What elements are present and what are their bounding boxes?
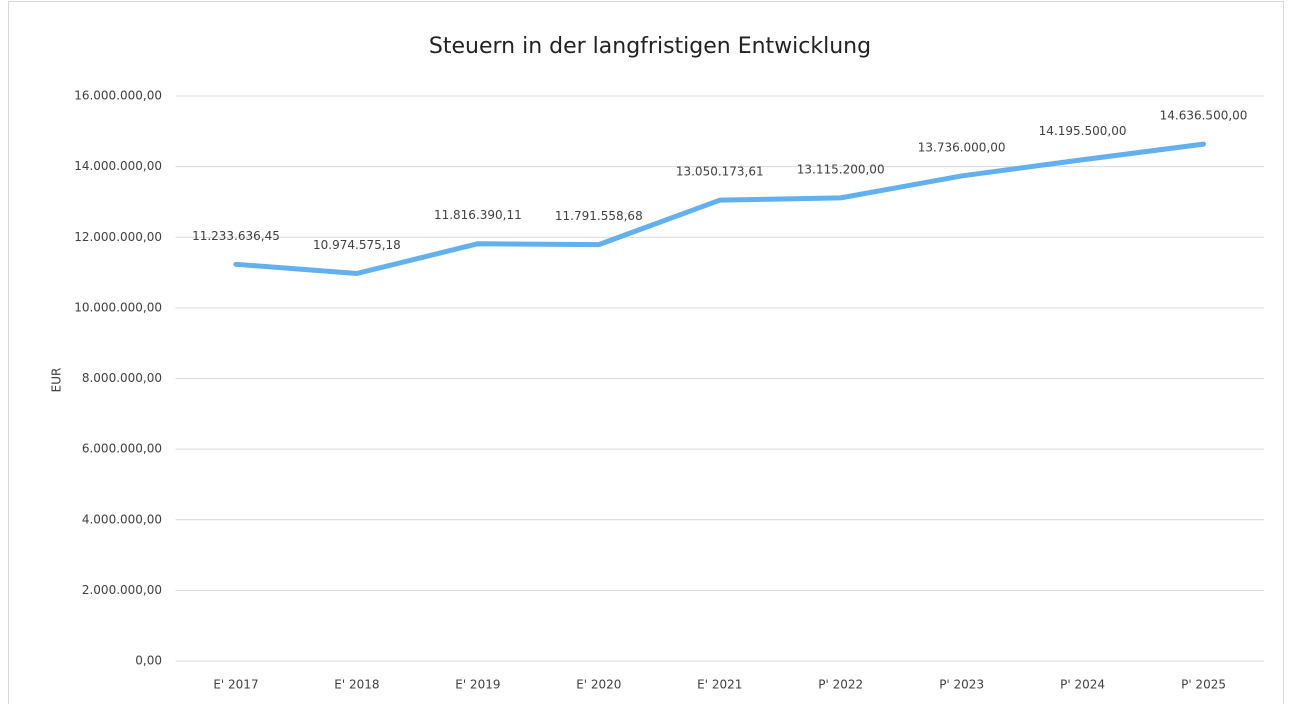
data-label: 11.816.390,11: [434, 208, 522, 222]
y-tick-label: 0,00: [135, 654, 162, 668]
y-tick-label: 8.000.000,00: [82, 371, 162, 385]
x-tick-label: E' 2017: [213, 678, 258, 692]
data-label: 11.791.558,68: [555, 209, 643, 223]
data-label: 14.636.500,00: [1160, 109, 1248, 123]
y-axis-label: EUR: [50, 368, 64, 393]
data-label: 11.233.636,45: [192, 229, 280, 243]
chart-title: Steuern in der langfristigen Entwicklung: [429, 34, 871, 59]
y-tick-label: 4.000.000,00: [82, 512, 162, 526]
series-line: [233, 141, 1207, 276]
data-label: 13.050.173,61: [676, 165, 764, 179]
x-tick-label: P' 2025: [1181, 678, 1226, 692]
x-tick-label: P' 2024: [1060, 678, 1105, 692]
y-tick-label: 10.000.000,00: [74, 300, 162, 314]
chart-frame: [8, 1, 1284, 704]
data-label: 14.195.500,00: [1039, 124, 1127, 138]
y-tick-label: 12.000.000,00: [74, 230, 162, 244]
y-tick-label: 14.000.000,00: [74, 159, 162, 173]
y-tick-label: 2.000.000,00: [82, 583, 162, 597]
y-tick-label: 6.000.000,00: [82, 442, 162, 456]
x-tick-label: E' 2020: [576, 678, 621, 692]
data-label: 13.115.200,00: [797, 162, 885, 176]
data-label: 10.974.575,18: [313, 238, 401, 252]
x-tick-label: P' 2023: [939, 678, 984, 692]
data-label: 13.736.000,00: [918, 140, 1006, 154]
x-tick-label: E' 2021: [697, 678, 742, 692]
y-tick-label: 16.000.000,00: [74, 89, 162, 103]
x-tick-label: P' 2022: [818, 678, 863, 692]
x-tick-label: E' 2018: [334, 678, 379, 692]
x-tick-label: E' 2019: [455, 678, 500, 692]
